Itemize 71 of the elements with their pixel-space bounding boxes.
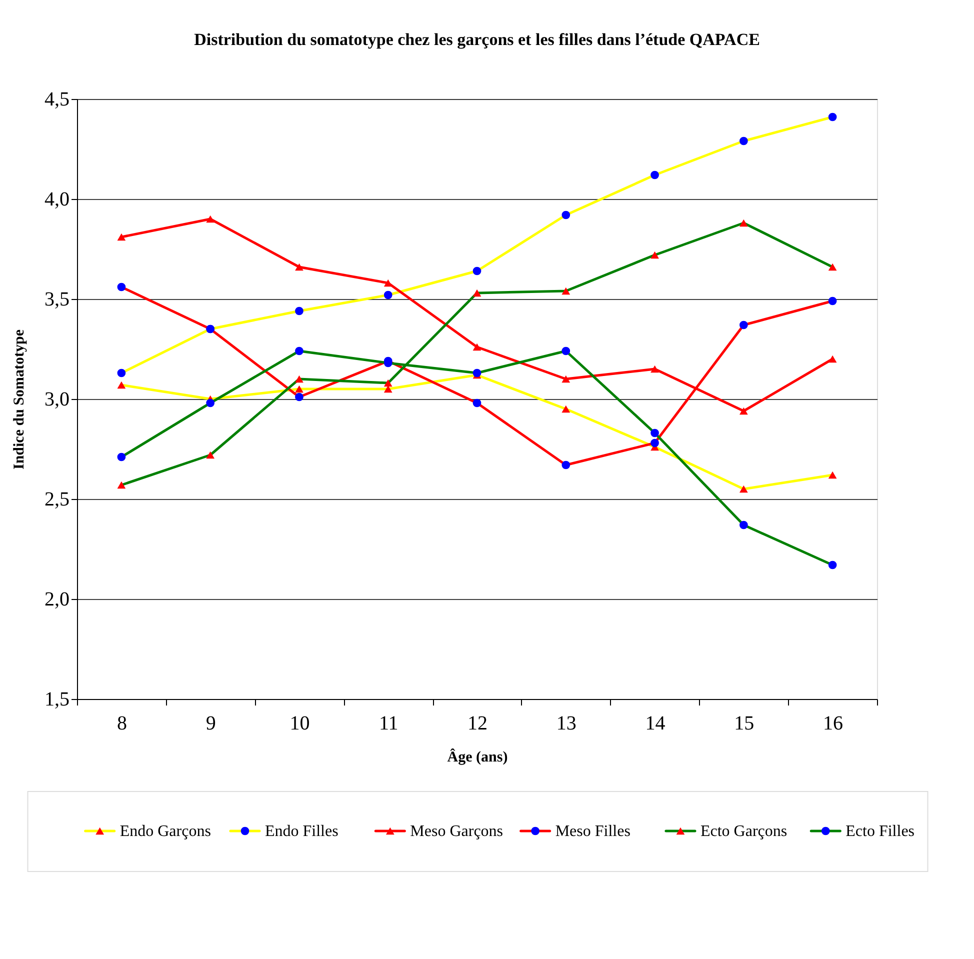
- point: [472, 368, 482, 378]
- point: [295, 306, 304, 316]
- point: [739, 219, 748, 227]
- point: [828, 471, 837, 479]
- legend-label: Ecto Garçons: [700, 823, 788, 840]
- x-tick-label: 8: [116, 712, 127, 734]
- point: [295, 392, 304, 402]
- point: [828, 355, 837, 363]
- point: [739, 407, 748, 415]
- point: [828, 263, 837, 271]
- point: [562, 460, 570, 470]
- point: [384, 279, 392, 287]
- y-tick-label: 4,5: [44, 88, 70, 110]
- legend-label: Endo Garçons: [120, 823, 211, 840]
- point: [650, 170, 659, 180]
- point: [472, 266, 482, 276]
- x-tick-label: 10: [290, 712, 310, 734]
- point: [117, 282, 126, 292]
- point: [206, 215, 215, 223]
- point: [562, 375, 570, 383]
- point: [828, 112, 837, 122]
- point: [295, 385, 304, 393]
- point: [117, 481, 126, 489]
- point: [562, 287, 570, 295]
- point: [295, 375, 304, 383]
- y-tick-label: 3,0: [44, 388, 70, 410]
- legend-label: Meso Filles: [555, 823, 630, 840]
- point: [562, 405, 570, 413]
- y-tick-label: 3,5: [44, 288, 70, 310]
- legend-label: Endo Filles: [264, 823, 338, 840]
- x-tick-label: 14: [645, 712, 666, 734]
- point: [562, 346, 570, 356]
- x-tick-label: 16: [823, 712, 844, 734]
- x-tick-label: 15: [734, 712, 754, 734]
- x-tick-label: 12: [468, 712, 488, 734]
- point: [739, 520, 748, 530]
- x-tick-label: 11: [378, 712, 398, 734]
- point: [650, 365, 659, 373]
- point: [650, 428, 659, 438]
- point: [117, 381, 126, 389]
- y-tick-label: 1,5: [44, 688, 70, 710]
- point: [384, 290, 392, 300]
- point: [739, 136, 748, 146]
- point: [117, 452, 126, 462]
- y-tick-label: 2,0: [44, 588, 70, 610]
- point: [650, 251, 659, 259]
- point: [739, 320, 748, 330]
- point: [117, 368, 126, 378]
- point: [472, 343, 482, 351]
- point: [295, 263, 304, 271]
- point: [739, 485, 748, 493]
- y-tick-label: 2,5: [44, 488, 70, 510]
- point: [206, 398, 215, 408]
- point: [384, 379, 392, 387]
- point: [472, 398, 482, 408]
- point: [828, 296, 837, 306]
- point: [117, 233, 126, 241]
- point: [206, 451, 215, 459]
- legend-label: Ecto Filles: [846, 823, 915, 840]
- x-axis-title: Âge (ans): [447, 748, 508, 766]
- chart-title: Distribution du somatotype chez les garçons et les filles dans l’étude QAPACE: [194, 30, 760, 49]
- y-axis-title: Indice du Somatotype: [12, 329, 28, 470]
- x-tick-label: 13: [556, 712, 576, 734]
- point: [562, 210, 570, 220]
- point: [472, 289, 482, 297]
- point: [650, 438, 659, 448]
- legend-label: Meso Garçons: [410, 823, 504, 840]
- y-tick-label: 4,0: [44, 188, 70, 210]
- point: [295, 346, 304, 356]
- point: [828, 560, 837, 570]
- x-tick-label: 9: [206, 712, 216, 734]
